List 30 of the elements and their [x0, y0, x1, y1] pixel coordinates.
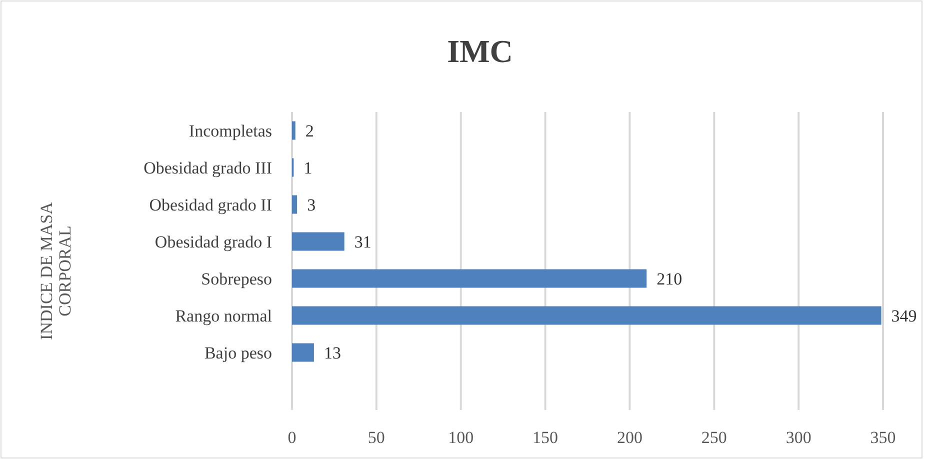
x-tick-label: 100	[448, 428, 474, 447]
data-label: 2	[305, 121, 314, 140]
x-tick-label: 250	[701, 428, 727, 447]
bar	[292, 306, 882, 325]
y-tick-label: Sobrepeso	[201, 269, 272, 288]
bar	[292, 269, 647, 288]
data-label: 349	[891, 306, 917, 326]
data-label: 3	[307, 195, 316, 214]
y-tick-label: Rango normal	[175, 306, 272, 326]
y-tick-label: Obesidad grado III	[144, 158, 272, 178]
data-label: 31	[354, 232, 372, 252]
bar	[292, 232, 344, 251]
bar	[292, 195, 298, 214]
chart-title: IMC	[447, 33, 513, 69]
x-tick-label: 50	[368, 428, 385, 447]
y-tick-label: Obesidad grado II	[149, 195, 272, 214]
y-axis-title: INDICE DE MASA CORPORAL	[37, 201, 75, 340]
data-label: 210	[656, 269, 682, 288]
y-tick-label: Incompletas	[188, 121, 272, 140]
x-tick-label: 150	[532, 428, 558, 447]
bar	[292, 343, 314, 362]
x-tick-label: 200	[616, 428, 642, 447]
x-tick-label: 350	[870, 428, 896, 447]
y-tick-label: Obesidad grado I	[154, 232, 272, 252]
x-tick-label: 0	[288, 428, 296, 447]
x-tick-label: 300	[786, 428, 812, 447]
bar	[292, 121, 296, 140]
data-label: 13	[324, 343, 341, 362]
y-tick-label: Bajo peso	[204, 343, 272, 362]
data-label: 1	[304, 158, 312, 178]
